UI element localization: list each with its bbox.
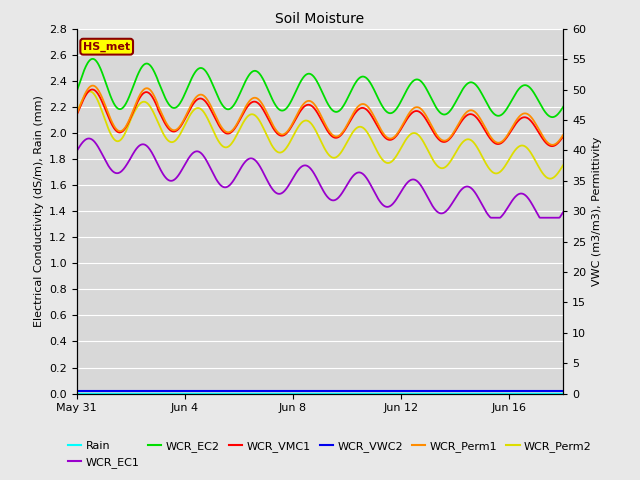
Text: HS_met: HS_met	[83, 42, 131, 52]
Legend: Rain, WCR_EC1, WCR_EC2, WCR_VMC1, WCR_VWC2, WCR_Perm1, WCR_Perm2: Rain, WCR_EC1, WCR_EC2, WCR_VMC1, WCR_VW…	[63, 437, 596, 472]
Y-axis label: Electrical Conductivity (dS/m), Rain (mm): Electrical Conductivity (dS/m), Rain (mm…	[34, 95, 44, 327]
Y-axis label: VWC (m3/m3), Permittivity: VWC (m3/m3), Permittivity	[592, 136, 602, 286]
Title: Soil Moisture: Soil Moisture	[275, 12, 365, 26]
